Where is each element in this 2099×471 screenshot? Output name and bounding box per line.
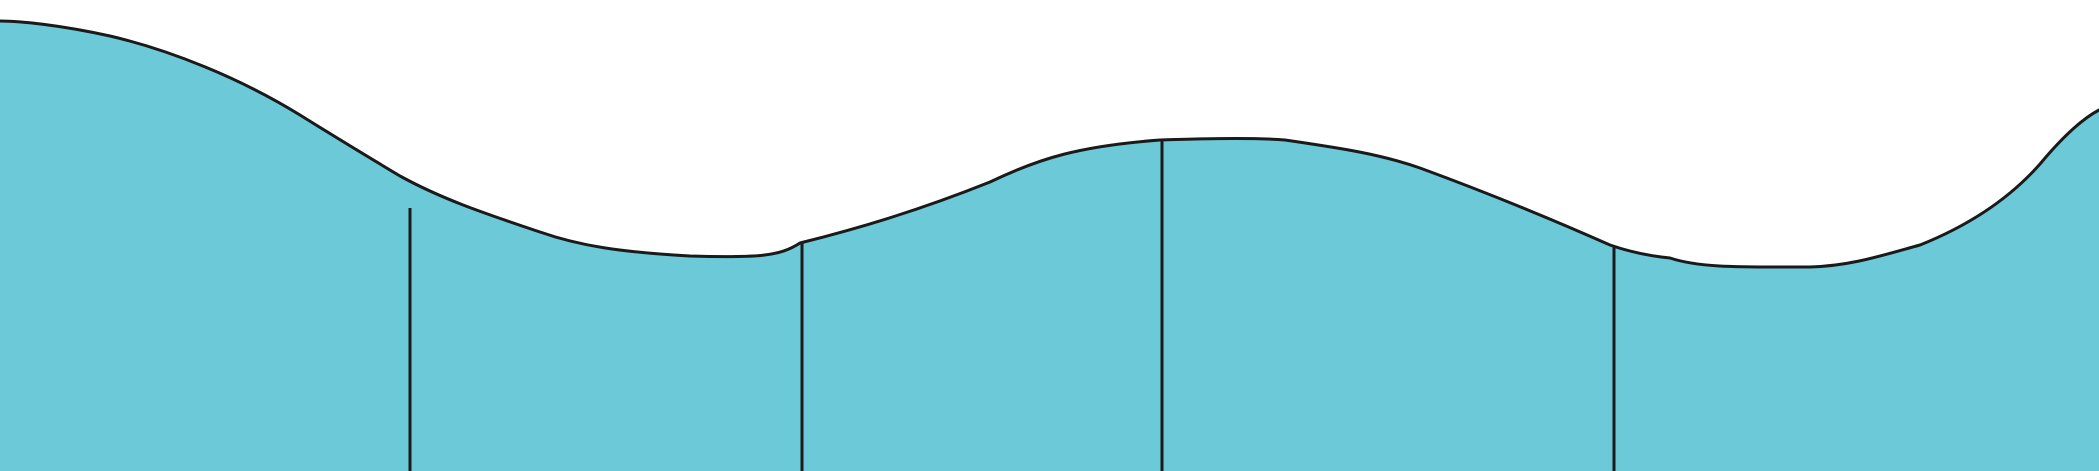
wave-fill [0, 21, 2099, 471]
wave-outline [0, 19, 2099, 269]
